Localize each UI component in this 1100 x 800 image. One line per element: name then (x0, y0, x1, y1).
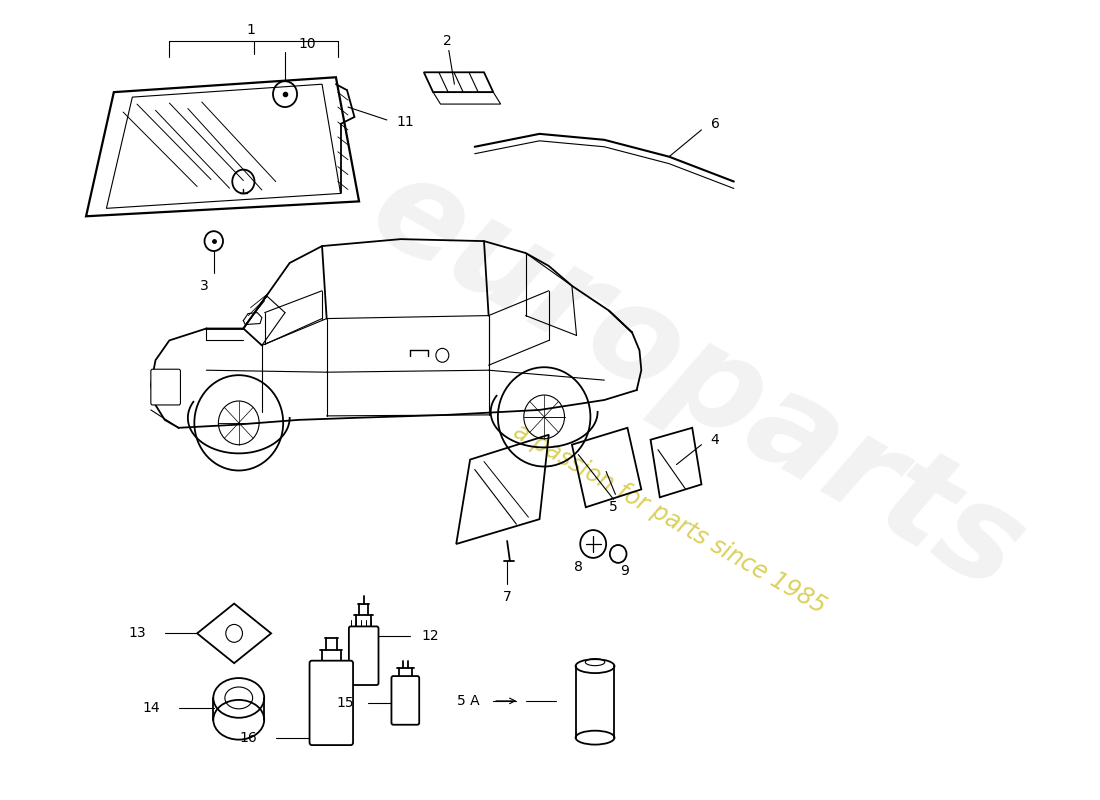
Text: 9: 9 (620, 564, 629, 578)
Text: 2: 2 (442, 34, 451, 47)
Text: a passion for parts since 1985: a passion for parts since 1985 (508, 419, 829, 618)
FancyBboxPatch shape (151, 370, 180, 405)
FancyBboxPatch shape (392, 676, 419, 725)
Text: 8: 8 (574, 560, 583, 574)
Text: 5 A: 5 A (456, 694, 480, 708)
Text: 16: 16 (240, 730, 257, 745)
FancyBboxPatch shape (309, 661, 353, 745)
Text: 10: 10 (299, 38, 317, 51)
Text: 13: 13 (129, 626, 146, 640)
FancyBboxPatch shape (349, 626, 378, 685)
Text: 3: 3 (200, 278, 209, 293)
Text: 1: 1 (246, 22, 255, 37)
Text: 12: 12 (421, 630, 439, 643)
Text: 5: 5 (609, 500, 618, 514)
Text: 15: 15 (337, 696, 354, 710)
Text: 11: 11 (396, 115, 414, 129)
Text: 14: 14 (143, 701, 161, 715)
Text: 4: 4 (711, 433, 719, 446)
Text: europarts: europarts (349, 142, 1045, 618)
Text: 6: 6 (711, 117, 719, 131)
Text: 7: 7 (503, 590, 512, 604)
